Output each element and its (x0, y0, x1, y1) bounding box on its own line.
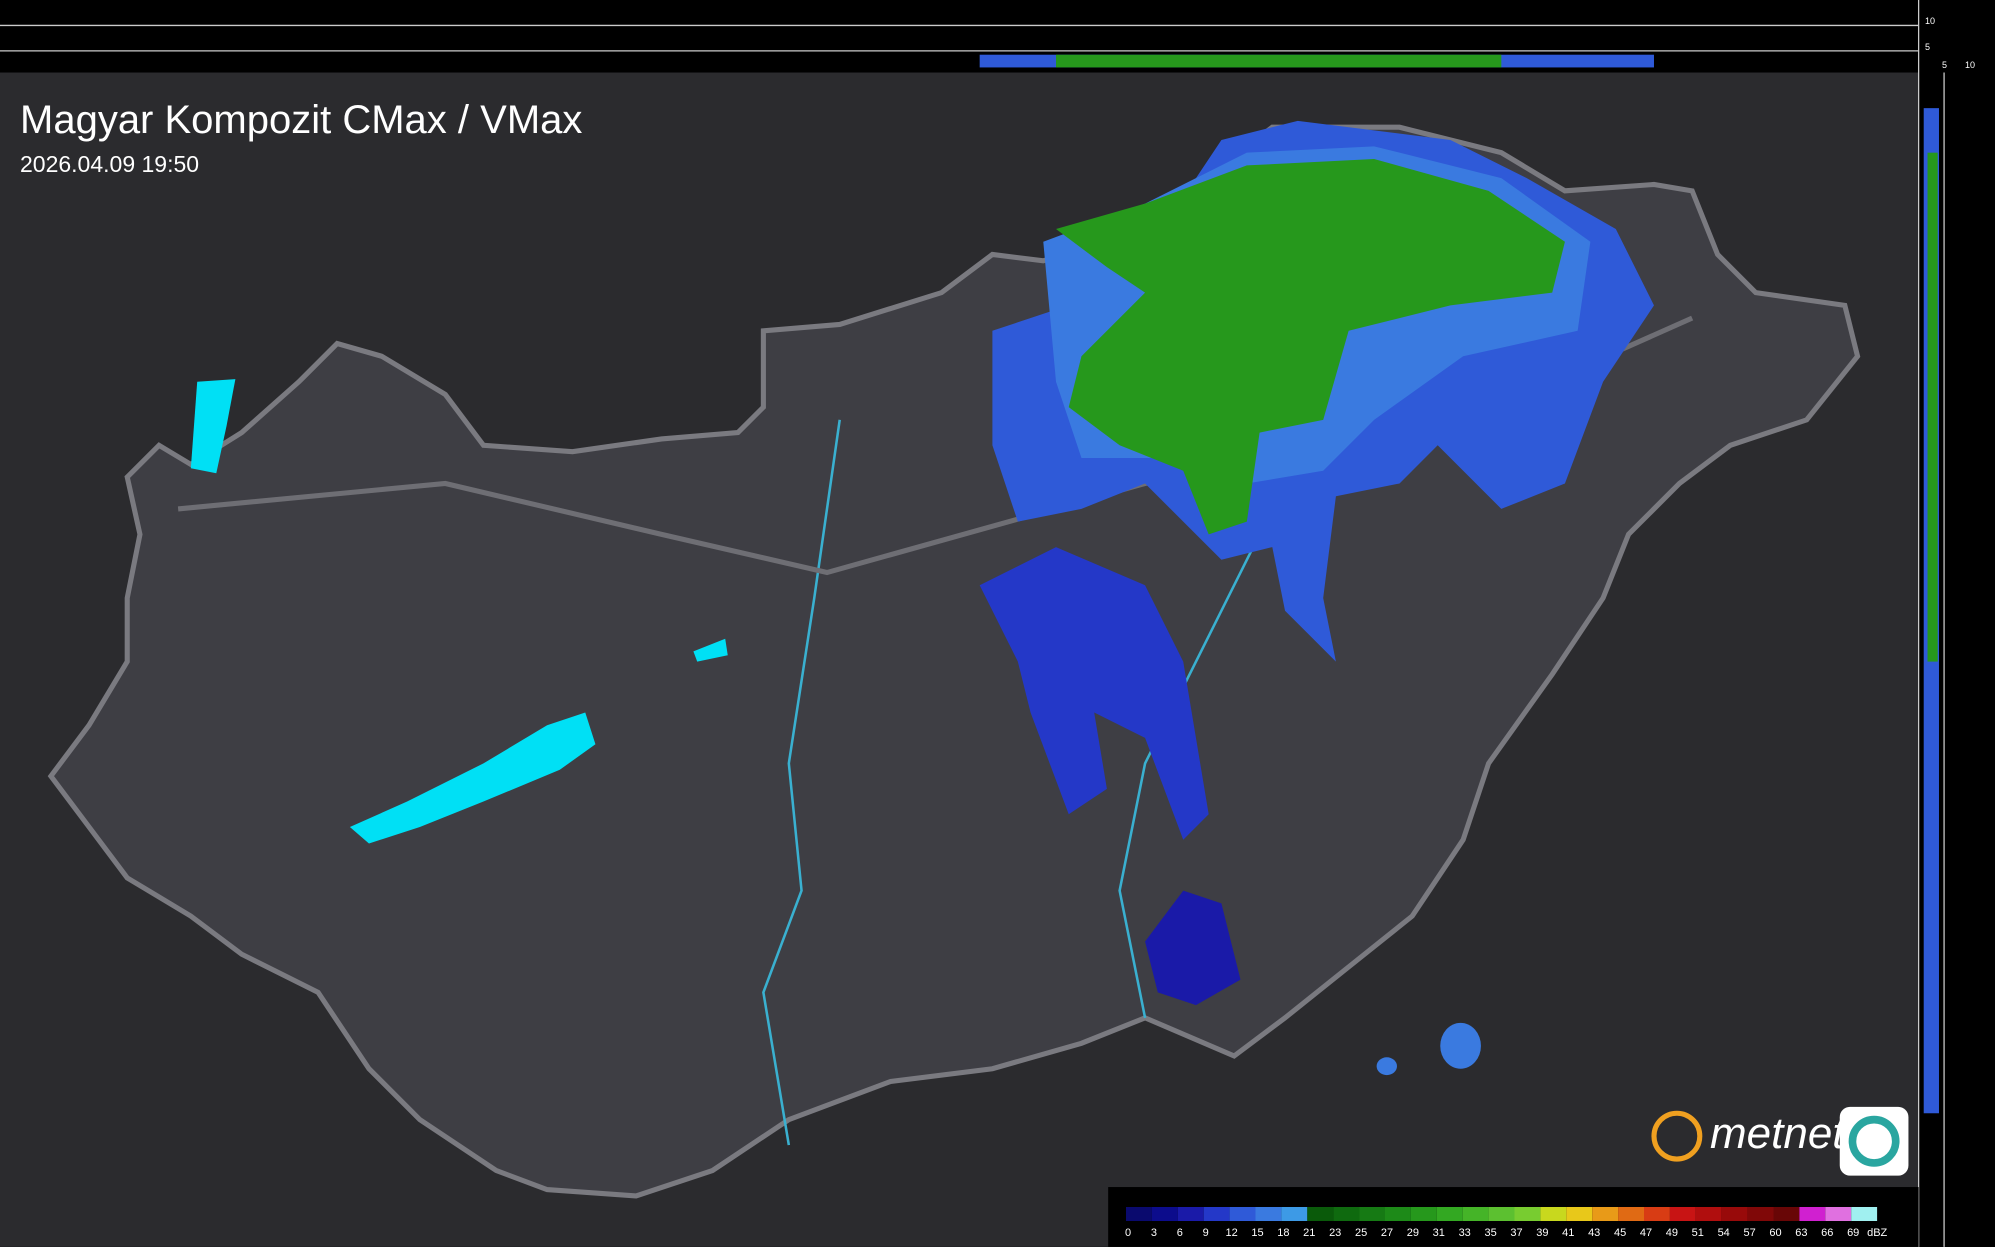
legend-label: 57 (1743, 1227, 1755, 1239)
legend-label: 21 (1303, 1227, 1315, 1239)
lake-velence (693, 638, 728, 662)
rain-area (1145, 890, 1241, 1006)
legend-label: 6 (1177, 1227, 1183, 1239)
legend-label: 51 (1692, 1227, 1704, 1239)
legend-swatch (1488, 1207, 1515, 1221)
legend-swatch (1851, 1207, 1878, 1221)
legend-label: 27 (1381, 1227, 1393, 1239)
legend-label: 60 (1769, 1227, 1781, 1239)
legend-label: 63 (1795, 1227, 1807, 1239)
legend-unit: dBZ (1867, 1227, 1887, 1239)
legend-label: 49 (1666, 1227, 1678, 1239)
rain-area (979, 547, 1209, 840)
legend-label: 15 (1251, 1227, 1263, 1239)
legend-swatch (1644, 1207, 1670, 1221)
legend-swatch (1799, 1207, 1826, 1221)
legend-label: 43 (1588, 1227, 1600, 1239)
legend-swatch (1825, 1207, 1852, 1221)
legend-label: 39 (1536, 1227, 1548, 1239)
legend-swatch (1126, 1207, 1152, 1221)
legend-swatch (1307, 1207, 1334, 1221)
legend-label: 3 (1151, 1227, 1157, 1239)
river (1118, 533, 1261, 1019)
legend-swatch (1436, 1207, 1463, 1221)
legend-swatch (1592, 1207, 1619, 1221)
rain-area (1056, 159, 1565, 535)
legend-label: 25 (1355, 1227, 1367, 1239)
legend-swatch (1669, 1207, 1696, 1221)
timestamp: 2026.04.09 19:50 (20, 151, 199, 177)
rain-cell (1376, 1057, 1397, 1076)
axis-label: 5 (1942, 60, 1947, 70)
legend-swatch (1514, 1207, 1541, 1221)
axis-label: 10 (1965, 60, 1975, 70)
legend-swatch (1540, 1207, 1567, 1221)
legend: 0 3 6 9 12 15 18 21 23 25 27 29 31 33 35 37 39 41 43 45 47 49… (1125, 1207, 1888, 1239)
rain-cell (1440, 1022, 1481, 1069)
legend-swatch (1177, 1207, 1204, 1221)
legend-label: 66 (1821, 1227, 1833, 1239)
legend-label: 9 (1203, 1227, 1209, 1239)
legend-swatch (1385, 1207, 1411, 1221)
legend-swatch (1618, 1207, 1644, 1221)
axis-label: 5 (1925, 42, 1930, 52)
legend-swatch (1695, 1207, 1722, 1221)
legend-label: 47 (1640, 1227, 1652, 1239)
legend-swatch (1410, 1207, 1437, 1221)
legend-swatch (1203, 1207, 1230, 1221)
legend-label: 45 (1614, 1227, 1626, 1239)
map-layer (0, 0, 1945, 1247)
legend-label: 41 (1562, 1227, 1574, 1239)
legend-label: 54 (1718, 1227, 1730, 1239)
legend-swatch (1462, 1207, 1489, 1221)
logo-text: metnet (1710, 1109, 1846, 1158)
logo-sun (1651, 1110, 1703, 1162)
legend-label: 31 (1433, 1227, 1445, 1239)
legend-swatch (1721, 1207, 1748, 1221)
legend-label: 33 (1459, 1227, 1471, 1239)
legend-label: 69 (1847, 1227, 1859, 1239)
legend-swatch (1747, 1207, 1774, 1221)
legend-label: 35 (1484, 1227, 1496, 1239)
legend-swatch (1255, 1207, 1282, 1221)
legend-label: 29 (1407, 1227, 1419, 1239)
profile-strip (1056, 54, 1502, 68)
legend-label: 12 (1225, 1227, 1237, 1239)
legend-label: 18 (1277, 1227, 1289, 1239)
legend-label: 23 (1329, 1227, 1341, 1239)
legend-swatch (1151, 1207, 1178, 1221)
legend-swatch (1773, 1207, 1800, 1221)
logo-swirl (1848, 1115, 1900, 1167)
legend-label: 0 (1125, 1227, 1131, 1239)
legend-swatch (1281, 1207, 1308, 1221)
lake-ferto (190, 379, 236, 474)
legend-swatch (1229, 1207, 1256, 1221)
lake-balaton (349, 712, 596, 844)
legend-swatch (1359, 1207, 1385, 1221)
side-strip (1927, 152, 1938, 662)
legend-swatch (1566, 1207, 1593, 1221)
legend-swatch (1333, 1207, 1360, 1221)
title: Magyar Kompozit CMax / VMax (20, 98, 582, 142)
legend-label: 37 (1510, 1227, 1522, 1239)
axis-label: 10 (1925, 16, 1935, 26)
